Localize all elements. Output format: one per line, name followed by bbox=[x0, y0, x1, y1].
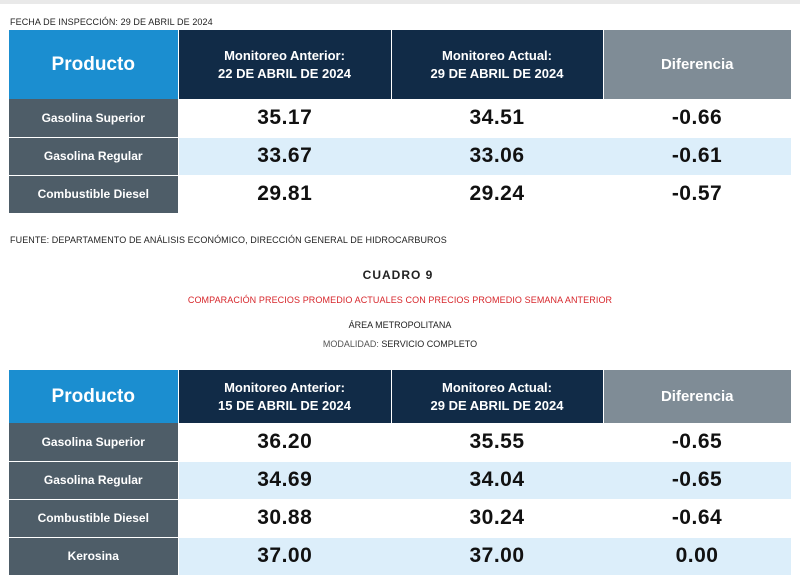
table-row: Gasolina Regular 33.67 33.06 -0.61 bbox=[9, 137, 791, 176]
table-row: Combustible Diesel 29.81 29.24 -0.57 bbox=[9, 175, 791, 214]
header-current-label: Monitoreo Actual: bbox=[441, 379, 552, 395]
header-previous-monitoring: Monitoreo Anterior: 22 DE ABRIL DE 2024 bbox=[178, 30, 392, 99]
previous-price: 33.67 bbox=[178, 137, 391, 176]
current-price: 34.04 bbox=[391, 461, 603, 500]
table-row: Gasolina Superior 35.17 34.51 -0.66 bbox=[9, 99, 791, 138]
header-previous-label: Monitoreo Anterior: bbox=[224, 379, 345, 395]
header-current-monitoring: Monitoreo Actual: 29 DE ABRIL DE 2024 bbox=[391, 30, 603, 99]
header-previous-date: 22 DE ABRIL DE 2024 bbox=[218, 65, 351, 81]
table-row: Gasolina Superior 36.20 35.55 -0.65 bbox=[9, 423, 791, 462]
product-name: Combustible Diesel bbox=[9, 175, 179, 214]
source-note: FUENTE: DEPARTAMENTO DE ANÁLISIS ECONÓMI… bbox=[10, 235, 447, 245]
table-row: Combustible Diesel 30.88 30.24 -0.64 bbox=[9, 499, 791, 538]
previous-price: 34.69 bbox=[178, 461, 391, 500]
current-price: 34.51 bbox=[391, 99, 603, 138]
price-difference: -0.66 bbox=[603, 99, 791, 138]
header-difference: Diferencia bbox=[602, 370, 791, 423]
product-name: Combustible Diesel bbox=[9, 499, 179, 538]
price-difference: -0.65 bbox=[603, 461, 791, 500]
header-product: Producto bbox=[9, 370, 179, 423]
price-difference: 0.00 bbox=[603, 537, 791, 576]
price-difference: -0.64 bbox=[603, 499, 791, 538]
current-price: 30.24 bbox=[391, 499, 603, 538]
header-previous-monitoring: Monitoreo Anterior: 15 DE ABRIL DE 2024 bbox=[178, 370, 392, 423]
price-difference: -0.57 bbox=[603, 175, 791, 214]
current-price: 33.06 bbox=[391, 137, 603, 176]
price-table-biweekly: Producto Monitoreo Anterior: 15 DE ABRIL… bbox=[9, 370, 791, 576]
product-name: Gasolina Superior bbox=[9, 423, 179, 462]
modality-value: SERVICIO COMPLETO bbox=[381, 339, 478, 349]
comparison-title: COMPARACIÓN PRECIOS PROMEDIO ACTUALES CO… bbox=[187, 295, 613, 305]
current-price: 35.55 bbox=[391, 423, 603, 462]
header-current-label: Monitoreo Actual: bbox=[441, 47, 552, 63]
price-table-weekly: Producto Monitoreo Anterior: 22 DE ABRIL… bbox=[9, 30, 791, 214]
product-name: Gasolina Regular bbox=[9, 461, 179, 500]
header-previous-date: 15 DE ABRIL DE 2024 bbox=[218, 397, 351, 413]
table-header-row: Producto Monitoreo Anterior: 22 DE ABRIL… bbox=[9, 30, 791, 99]
current-price: 37.00 bbox=[391, 537, 603, 576]
header-product: Producto bbox=[9, 30, 179, 99]
header-current-date: 29 DE ABRIL DE 2024 bbox=[430, 397, 564, 413]
product-name: Gasolina Regular bbox=[9, 137, 179, 176]
area-title: ÁREA METROPOLITANA bbox=[348, 320, 452, 330]
modality-label: MODALIDAD: bbox=[322, 339, 379, 349]
previous-price: 29.81 bbox=[178, 175, 391, 214]
header-current-date: 29 DE ABRIL DE 2024 bbox=[430, 65, 564, 81]
header-difference: Diferencia bbox=[602, 30, 791, 99]
modality-line: MODALIDAD: SERVICIO COMPLETO bbox=[0, 339, 800, 349]
previous-price: 30.88 bbox=[178, 499, 391, 538]
previous-price: 37.00 bbox=[178, 537, 391, 576]
table-row: Kerosina 37.00 37.00 0.00 bbox=[9, 537, 791, 576]
previous-price: 35.17 bbox=[178, 99, 391, 138]
top-divider bbox=[0, 0, 800, 4]
current-price: 29.24 bbox=[391, 175, 603, 214]
product-name: Gasolina Superior bbox=[9, 99, 179, 138]
price-difference: -0.61 bbox=[603, 137, 791, 176]
header-current-monitoring: Monitoreo Actual: 29 DE ABRIL DE 2024 bbox=[391, 370, 603, 423]
price-difference: -0.65 bbox=[603, 423, 791, 462]
table-row: Gasolina Regular 34.69 34.04 -0.65 bbox=[9, 461, 791, 500]
inspection-date: FECHA DE INSPECCIÓN: 29 DE ABRIL DE 2024 bbox=[10, 17, 213, 27]
previous-price: 36.20 bbox=[178, 423, 391, 462]
table-title: CUADRO 9 bbox=[362, 268, 434, 282]
product-name: Kerosina bbox=[9, 537, 179, 576]
header-previous-label: Monitoreo Anterior: bbox=[224, 47, 345, 63]
table-header-row: Producto Monitoreo Anterior: 15 DE ABRIL… bbox=[9, 370, 791, 423]
